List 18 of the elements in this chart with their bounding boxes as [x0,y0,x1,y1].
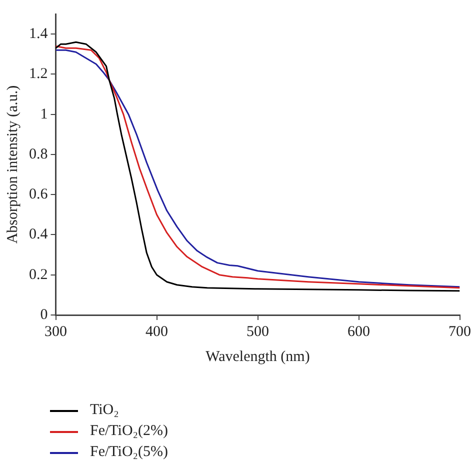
y-tick-label: 0.8 [29,146,48,162]
y-tick-label: 0 [40,306,48,323]
legend-label: Fe/TiO₂(2%) [90,422,168,441]
x-axis-title: Wavelength (nm) [206,348,310,365]
legend-label: Fe/TiO₂(5%) [90,443,168,462]
x-tick-label: 500 [246,324,269,340]
x-tick-label: 400 [146,324,168,340]
x-tick-label: 700 [448,324,471,340]
y-tick-label: 0.4 [29,226,48,243]
y-axis-title: Absorption intensity (a.u.) [4,85,21,244]
y-tick-label: 1 [40,106,48,122]
legend-label: TiO₂ [90,401,119,420]
y-tick-label: 0.6 [29,186,48,203]
x-tick-label: 600 [348,324,370,340]
x-tick-label: 300 [44,324,67,340]
y-tick-label: 1.4 [29,26,48,42]
y-tick-label: 0.2 [29,266,48,283]
y-tick-label: 1.2 [29,66,48,82]
